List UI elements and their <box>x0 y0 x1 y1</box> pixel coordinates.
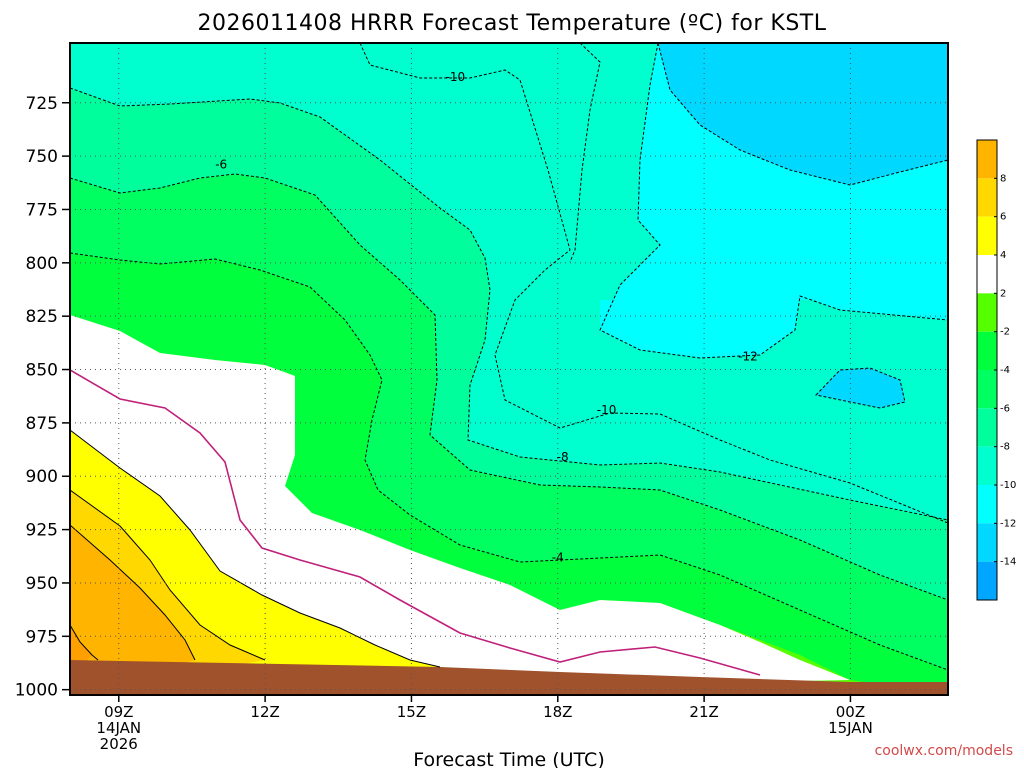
region-minus14-to-minus12-north <box>658 43 948 185</box>
region-minus14-to-minus12-south <box>816 368 905 408</box>
colorbar-swatch <box>977 408 997 447</box>
colorbar-swatch <box>977 216 997 255</box>
contour-zero-freezing-line <box>70 369 761 676</box>
y-tick-label: 975 <box>26 627 58 647</box>
y-tick-label: 800 <box>26 254 58 274</box>
contour-minus10 <box>359 43 948 524</box>
y-tick-label: 925 <box>26 521 58 541</box>
colorbar-swatch <box>977 561 997 600</box>
colorbar-swatch <box>977 255 997 294</box>
x-tick-label: 21Z <box>689 703 718 721</box>
contour-labels: -10 -6 -12 -10 -8 -4 <box>215 70 758 564</box>
terrain-below-ground <box>70 660 948 695</box>
x-tick-label: 12Z <box>250 703 279 721</box>
x-tick-label-line: 15JAN <box>828 719 873 737</box>
colorbar-swatch <box>977 370 997 409</box>
y-tick-label: 725 <box>26 94 58 114</box>
colorbar-label: 8 <box>1000 173 1006 184</box>
colorbar-swatch <box>977 331 997 370</box>
y-tick-label: 950 <box>26 574 58 594</box>
contour-4 <box>70 489 266 661</box>
colorbar-swatch <box>977 140 997 179</box>
grid-lines <box>70 43 948 695</box>
region-cold-fill <box>600 296 948 358</box>
contour-minus14-south <box>815 367 906 409</box>
contour-8 <box>70 624 99 661</box>
contour-label: -6 <box>215 158 227 172</box>
y-tick-label: 775 <box>26 200 58 220</box>
x-tick-label-line: 14JAN <box>96 719 141 737</box>
contour-label: -8 <box>557 450 569 464</box>
y-tick-label: 750 <box>26 147 58 167</box>
x-tick-label-line: 15Z <box>397 703 426 721</box>
x-tick-label: 15Z <box>397 703 426 721</box>
temperature-fill-layer <box>70 43 948 695</box>
x-tick-label: 09Z 14JAN 2026 <box>96 703 141 753</box>
chart-title: 2026011408 HRRR Forecast Temperature (ºC… <box>197 11 826 36</box>
colorbar-label: -12 <box>1000 518 1016 529</box>
colorbar-label: -6 <box>1000 403 1010 414</box>
x-tick-label-line: 18Z <box>543 703 572 721</box>
colorbar-label: 2 <box>1000 288 1006 299</box>
y-tick-label: 1000 <box>15 681 58 701</box>
contour-minus12 <box>569 43 948 359</box>
colorbar-label: -2 <box>1000 327 1010 338</box>
x-tick-label: 18Z <box>543 703 572 721</box>
contour-label: -10 <box>597 403 617 417</box>
contour-2 <box>70 429 441 668</box>
contour-label: -12 <box>738 350 758 364</box>
x-tick-label-line: 2026 <box>100 735 138 753</box>
x-tick-label-line: 12Z <box>250 703 279 721</box>
x-tick-label-line: 09Z <box>104 703 133 721</box>
colorbar-swatch <box>977 293 997 332</box>
colorbar-label: -4 <box>1000 365 1010 376</box>
colorbar-label: 4 <box>1000 250 1006 261</box>
contour-6 <box>70 524 196 661</box>
contour-minus14-north <box>657 43 948 186</box>
colorbar-label: -10 <box>1000 480 1016 491</box>
y-tick-label: 900 <box>26 467 58 487</box>
colorbar: 8 6 4 2 -2 -4 -6 -8 -10 -12 -14 <box>976 139 1016 601</box>
y-axis: 725 750 775 800 825 850 875 900 925 950 975 1000 <box>15 94 70 701</box>
x-tick-label-line: 21Z <box>689 703 718 721</box>
contour-label: -10 <box>446 70 466 84</box>
y-tick-label: 850 <box>26 361 58 381</box>
y-tick-label: 875 <box>26 414 58 434</box>
colorbar-swatch <box>977 485 997 524</box>
region-6-to-8 <box>70 525 195 695</box>
contour-label: -4 <box>552 550 564 564</box>
colorbar-swatch <box>977 523 997 562</box>
contour-minus8 <box>70 87 948 521</box>
x-axis: 09Z 14JAN 2026 12Z 15Z 18Z 21Z 00Z 15JAN <box>96 695 873 753</box>
colorbar-swatch <box>977 446 997 485</box>
x-axis-label: Forecast Time (UTC) <box>413 749 604 768</box>
credit-text: coolwx.com/models <box>875 743 1013 759</box>
colorbar-swatch <box>977 178 997 217</box>
x-tick-label-line: 00Z <box>836 703 865 721</box>
y-tick-label: 825 <box>26 307 58 327</box>
colorbar-label: -14 <box>1000 557 1016 568</box>
x-tick-label: 00Z 15JAN <box>828 703 873 737</box>
colorbar-label: -8 <box>1000 442 1010 453</box>
colorbar-label: 6 <box>1000 212 1006 223</box>
